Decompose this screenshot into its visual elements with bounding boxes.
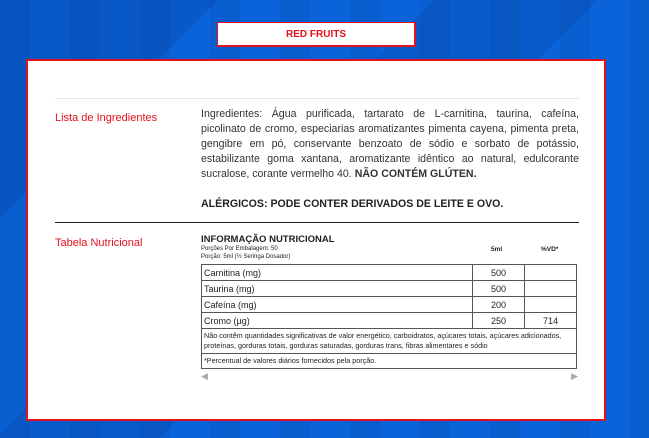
- nutrition-label: Tabela Nutricional: [55, 237, 143, 249]
- nutrient-name: Cromo (µg): [201, 312, 473, 329]
- nutrient-vd: [524, 296, 577, 313]
- scroll-right-icon[interactable]: ▶: [571, 371, 578, 381]
- ingredients-text: Ingredientes: Água purificada, tartarato…: [201, 107, 579, 182]
- portion: Porção: 5ml (½ Seringa Dosador): [201, 254, 291, 260]
- table-row: Cafeína (mg) 200: [201, 296, 577, 313]
- col-header-amount: 5ml: [491, 246, 503, 253]
- divider: [55, 98, 579, 99]
- table-row: Cromo (µg) 250 714: [201, 312, 577, 329]
- product-info-card: Lista de Ingredientes Ingredientes: Água…: [26, 59, 606, 421]
- servings: Porções Por Embalagem: 50: [201, 246, 278, 252]
- nutrition-table: INFORMAÇÃO NUTRICIONAL Porções Por Embal…: [201, 234, 578, 382]
- nutrient-name: Taurina (mg): [201, 280, 473, 297]
- nutrition-footnote: *Percentual de valores diários fornecido…: [201, 353, 577, 369]
- nutrition-title: INFORMAÇÃO NUTRICIONAL: [201, 234, 335, 245]
- allergens-notice: ALÉRGICOS: PODE CONTER DERIVADOS DE LEIT…: [201, 198, 504, 210]
- nutrient-amount: 500: [472, 280, 525, 297]
- ingredients-list: Ingredientes: Água purificada, tartarato…: [201, 108, 579, 180]
- nutrient-name: Cafeína (mg): [201, 296, 473, 313]
- nutrient-amount: 200: [472, 296, 525, 313]
- variant-tab-red-fruits[interactable]: RED FRUITS: [217, 22, 416, 47]
- horizontal-scrollbar[interactable]: ◀ ▶: [201, 371, 578, 382]
- nutrient-vd: 714: [524, 312, 577, 329]
- gluten-notice: NÃO CONTÉM GLÚTEN.: [354, 168, 477, 180]
- table-row: Carnitina (mg) 500: [201, 264, 577, 281]
- col-header-vd: %VD*: [541, 246, 559, 253]
- nutrient-amount: 250: [472, 312, 525, 329]
- ingredients-label: Lista de Ingredientes: [55, 112, 158, 124]
- nutrient-amount: 500: [472, 264, 525, 281]
- divider: [55, 222, 579, 223]
- scroll-left-icon[interactable]: ◀: [201, 371, 208, 381]
- nutrient-vd: [524, 280, 577, 297]
- table-row: Taurina (mg) 500: [201, 280, 577, 297]
- nutrition-note: Não contêm quantidades significativas de…: [201, 328, 577, 354]
- nutrient-vd: [524, 264, 577, 281]
- nutrient-name: Carnitina (mg): [201, 264, 473, 281]
